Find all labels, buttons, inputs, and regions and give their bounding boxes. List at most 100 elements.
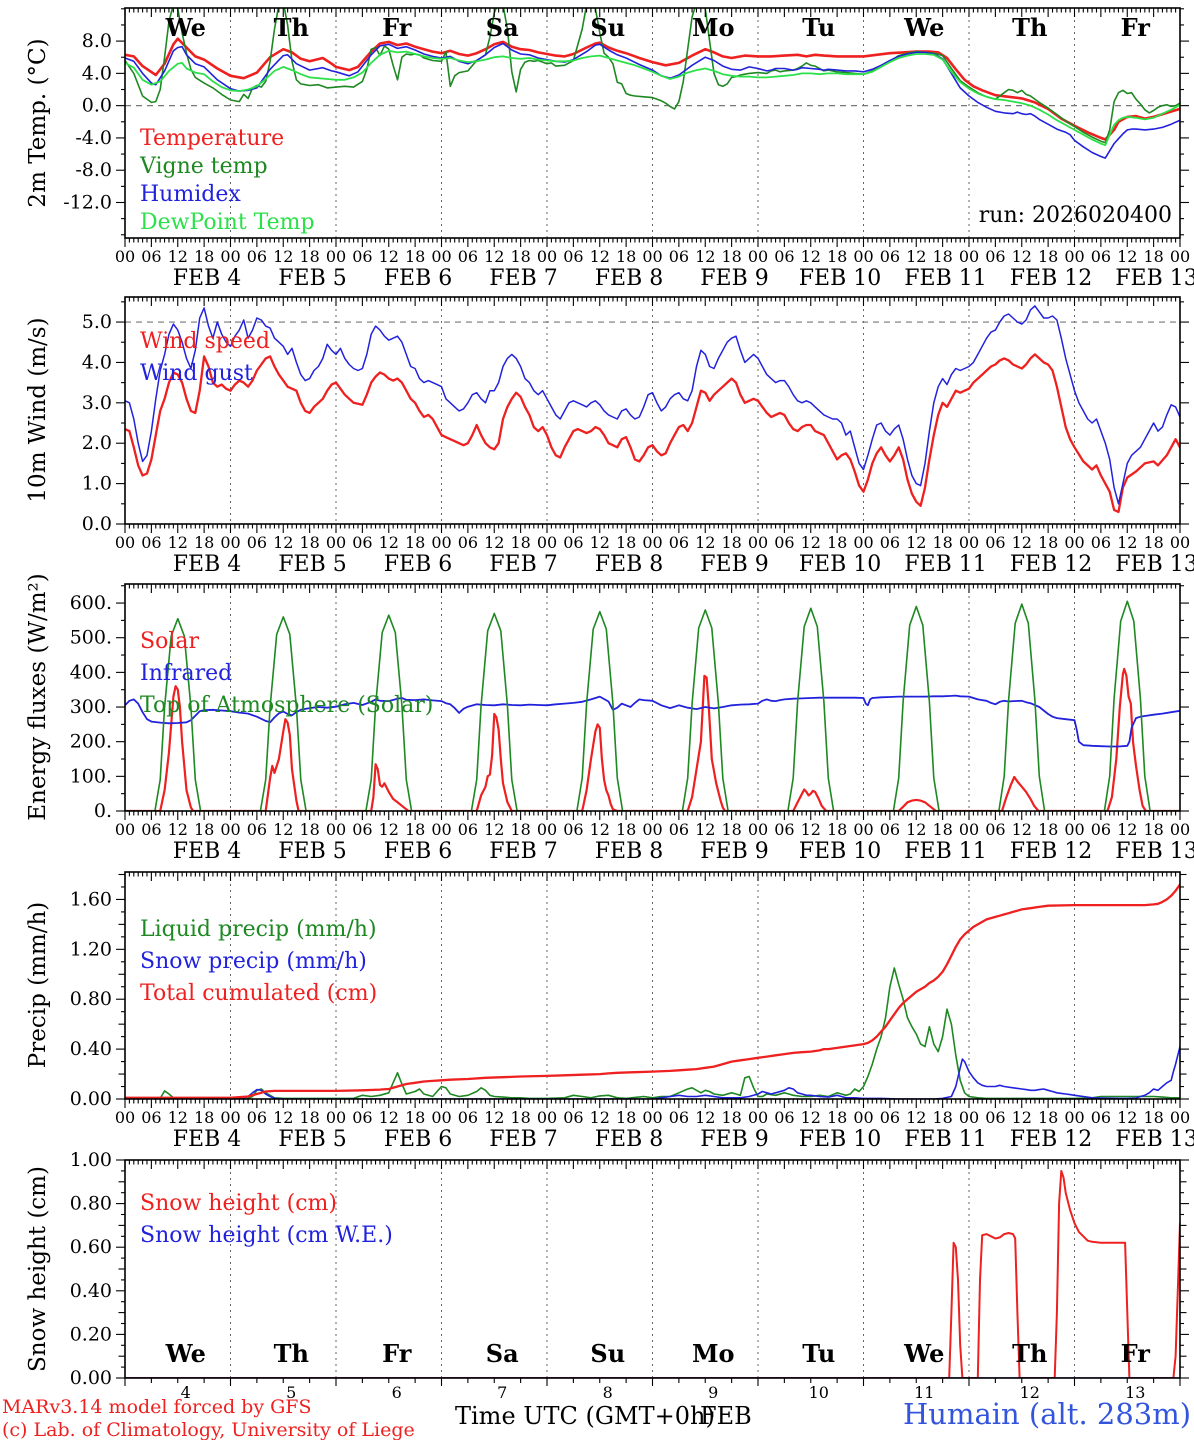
svg-text:18: 18 (932, 1108, 952, 1127)
svg-text:00: 00 (115, 1108, 135, 1127)
svg-text:Th: Th (1012, 1339, 1047, 1368)
svg-text:12: 12 (379, 247, 399, 266)
legend-precip: Liquid precip (mm/h) Snow precip (mm/h) … (140, 914, 377, 1010)
svg-text:FEB 5: FEB 5 (278, 839, 346, 864)
svg-text:12: 12 (379, 820, 399, 839)
svg-text:12: 12 (801, 247, 821, 266)
svg-text:12: 12 (273, 1108, 293, 1127)
svg-text:00: 00 (959, 533, 979, 552)
svg-text:Fr: Fr (1121, 13, 1151, 42)
svg-text:00: 00 (748, 247, 768, 266)
svg-text:0.00: 0.00 (70, 1088, 112, 1110)
svg-text:18: 18 (616, 533, 636, 552)
svg-text:12: 12 (379, 1108, 399, 1127)
svg-text:12: 12 (801, 533, 821, 552)
legend-item-vigne-temp: Vigne temp (140, 154, 268, 179)
svg-text:06: 06 (247, 247, 267, 266)
svg-text:18: 18 (299, 247, 319, 266)
svg-text:00: 00 (220, 533, 240, 552)
svg-text:FEB 6: FEB 6 (384, 266, 452, 291)
legend-item-total-cumul: Total cumulated (cm) (140, 981, 378, 1006)
x-axis-title: Time UTC (GMT+0h) (455, 1402, 715, 1430)
svg-text:18: 18 (510, 247, 530, 266)
svg-text:18: 18 (721, 533, 741, 552)
svg-text:0.40: 0.40 (70, 1280, 112, 1302)
svg-text:06: 06 (1091, 1108, 1111, 1127)
legend-item-solar: Solar (140, 629, 199, 654)
svg-text:00: 00 (853, 1108, 873, 1127)
svg-text:06: 06 (985, 820, 1005, 839)
svg-text:12: 12 (1012, 247, 1032, 266)
svg-text:FEB 10: FEB 10 (799, 552, 881, 577)
svg-text:12: 12 (906, 533, 926, 552)
svg-text:18: 18 (405, 247, 425, 266)
svg-text:00: 00 (115, 820, 135, 839)
svg-text:12: 12 (273, 247, 293, 266)
svg-text:FEB 5: FEB 5 (278, 552, 346, 577)
svg-text:12: 12 (1012, 1108, 1032, 1127)
svg-text:FEB 7: FEB 7 (489, 552, 557, 577)
svg-text:Th: Th (274, 1339, 309, 1368)
svg-text:FEB 6: FEB 6 (384, 839, 452, 864)
svg-text:00: 00 (220, 247, 240, 266)
svg-text:10: 10 (809, 1383, 829, 1402)
y-axis-title-snow: Snow height (cm) (25, 1166, 51, 1372)
svg-text:Fr: Fr (382, 13, 412, 42)
svg-text:FEB 12: FEB 12 (1010, 839, 1092, 864)
svg-text:12: 12 (273, 820, 293, 839)
svg-text:00: 00 (1064, 820, 1084, 839)
svg-text:-12.0: -12.0 (63, 191, 112, 213)
svg-text:FEB 8: FEB 8 (595, 552, 663, 577)
svg-text:06: 06 (1091, 533, 1111, 552)
svg-text:00: 00 (431, 533, 451, 552)
svg-text:12: 12 (168, 1108, 188, 1127)
svg-text:06: 06 (880, 1108, 900, 1127)
svg-text:18: 18 (932, 247, 952, 266)
svg-text:FEB 9: FEB 9 (700, 552, 768, 577)
svg-text:0.60: 0.60 (70, 1236, 112, 1258)
legend-item-snow-height-we: Snow height (cm W.E.) (140, 1223, 393, 1248)
svg-text:1.20: 1.20 (70, 938, 112, 960)
svg-text:FEB 13: FEB 13 (1115, 1127, 1194, 1152)
svg-text:06: 06 (352, 247, 372, 266)
svg-text:06: 06 (985, 1108, 1005, 1127)
svg-text:0.0: 0.0 (82, 513, 112, 535)
svg-text:06: 06 (141, 1108, 161, 1127)
svg-text:00: 00 (748, 1108, 768, 1127)
svg-text:12: 12 (1012, 820, 1032, 839)
svg-text:18: 18 (194, 820, 214, 839)
svg-text:3.0: 3.0 (82, 392, 112, 414)
legend-item-snow-height: Snow height (cm) (140, 1191, 337, 1216)
svg-text:00: 00 (642, 820, 662, 839)
station-label: Humain (alt. 283m) (903, 1397, 1192, 1431)
svg-text:18: 18 (510, 1108, 530, 1127)
svg-text:18: 18 (616, 247, 636, 266)
svg-text:12: 12 (273, 533, 293, 552)
svg-text:0.40: 0.40 (70, 1038, 112, 1060)
svg-text:06: 06 (141, 820, 161, 839)
svg-text:06: 06 (880, 820, 900, 839)
svg-text:00: 00 (326, 1108, 346, 1127)
svg-text:00: 00 (642, 247, 662, 266)
svg-text:18: 18 (405, 820, 425, 839)
svg-text:2.0: 2.0 (82, 432, 112, 454)
svg-text:Mo: Mo (692, 1339, 735, 1368)
svg-text:06: 06 (669, 1108, 689, 1127)
svg-text:06: 06 (669, 247, 689, 266)
svg-text:Sa: Sa (486, 1339, 519, 1368)
svg-text:06: 06 (774, 533, 794, 552)
svg-text:FEB 13: FEB 13 (1115, 552, 1194, 577)
svg-text:00: 00 (537, 820, 557, 839)
svg-text:12: 12 (168, 820, 188, 839)
svg-text:18: 18 (932, 820, 952, 839)
svg-text:00: 00 (326, 247, 346, 266)
svg-text:Th: Th (274, 13, 309, 42)
svg-text:06: 06 (563, 1108, 583, 1127)
svg-text:12: 12 (590, 820, 610, 839)
svg-text:06: 06 (141, 247, 161, 266)
svg-text:00: 00 (431, 1108, 451, 1127)
svg-text:500.: 500. (70, 627, 112, 649)
legend-item-wind-gust: Wind gust (140, 361, 253, 386)
svg-text:FEB 11: FEB 11 (904, 266, 986, 291)
